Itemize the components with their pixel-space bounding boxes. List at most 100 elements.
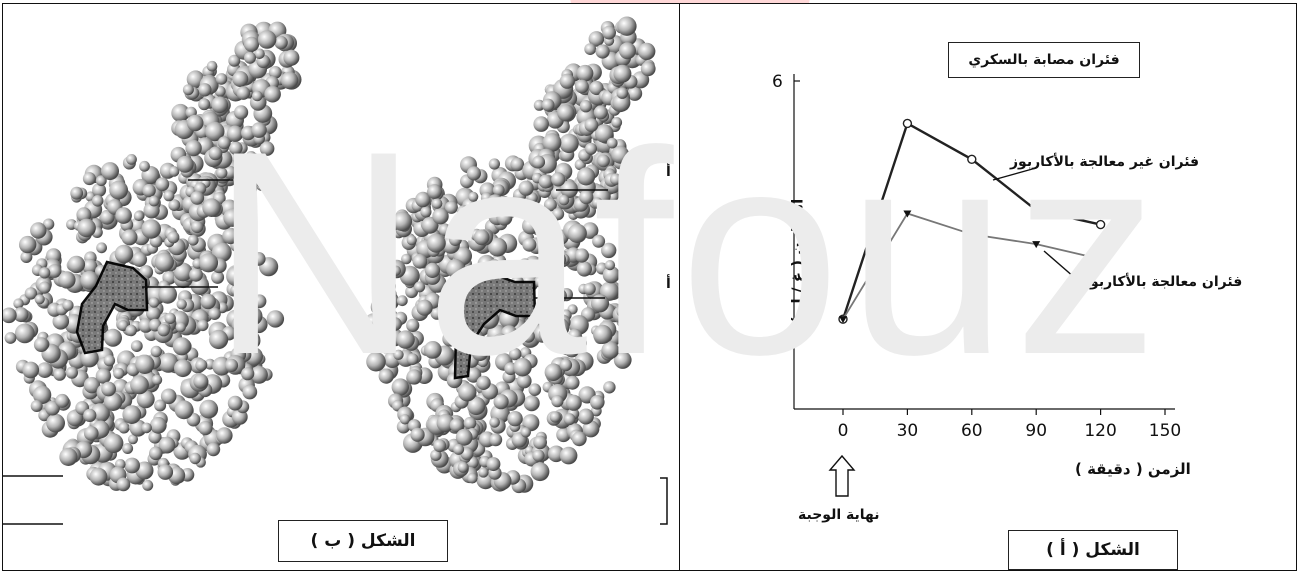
protein-bead [173, 262, 193, 282]
series-line-untreated [841, 121, 1101, 320]
protein-bead [151, 374, 163, 386]
data-point-treated [903, 210, 912, 218]
protein-bead [509, 347, 522, 361]
protein-bead [583, 282, 596, 296]
protein-bead [532, 155, 546, 169]
data-point-untreated [1031, 205, 1041, 215]
protein-bead [146, 306, 161, 321]
protein-bead [579, 100, 593, 113]
protein-bead [602, 266, 620, 284]
protein-bead [453, 443, 465, 455]
protein-bead [522, 414, 540, 432]
enzyme-molecule-right [364, 16, 656, 494]
protein-bead [487, 194, 504, 211]
protein-bead [158, 352, 179, 373]
protein-bead [142, 479, 154, 491]
protein-bead [176, 155, 194, 173]
protein-bead [611, 117, 623, 128]
y-tick-label: 2 [772, 333, 783, 353]
protein-bead [575, 79, 589, 94]
protein-bead [95, 175, 107, 187]
protein-bead [103, 433, 124, 454]
meal-end-label: نهاية الوجبة [798, 507, 880, 523]
protein-bead [592, 197, 603, 209]
protein-bead [148, 297, 160, 308]
protein-bead [197, 319, 209, 332]
protein-bead [488, 158, 500, 170]
protein-bead [34, 294, 45, 305]
protein-bead [138, 318, 153, 333]
protein-bead [391, 378, 409, 396]
protein-bead [478, 467, 489, 478]
protein-bead [526, 192, 538, 204]
protein-bead [371, 329, 387, 345]
protein-bead [198, 83, 212, 97]
protein-bead [205, 121, 225, 142]
protein-bead [516, 373, 532, 389]
protein-bead [593, 324, 613, 344]
figure-b-panel: أ أ الشكل ( ب ) [2, 3, 680, 571]
protein-bead [227, 395, 243, 411]
protein-bead [234, 330, 249, 346]
protein-bead [47, 264, 62, 278]
protein-bead [274, 35, 288, 50]
protein-bead [82, 172, 96, 186]
protein-bead [198, 421, 213, 436]
protein-bead [174, 359, 192, 378]
protein-bead [229, 141, 243, 155]
protein-bead [381, 235, 393, 247]
protein-bead [532, 449, 545, 462]
protein-bead [544, 363, 563, 382]
protein-bead [148, 430, 162, 444]
protein-bead [109, 180, 128, 200]
series-label-untreated: فئران غير معالجة بالأكاربوز [1010, 154, 1200, 170]
protein-bead [565, 375, 580, 390]
protein-bead [593, 105, 608, 120]
x-tick-label: 60 [961, 421, 983, 441]
protein-bead [222, 227, 239, 245]
protein-bead [638, 42, 656, 61]
figure-a-panel: فئران مصابة بالسكري 2 4 6 0 30 60 90 120 150 فئر… [679, 3, 1297, 571]
protein-bead [155, 177, 170, 192]
protein-bead [206, 60, 218, 72]
protein-bead [32, 385, 52, 405]
protein-bead [523, 395, 540, 412]
protein-bead [126, 154, 137, 165]
protein-bead [243, 36, 260, 52]
protein-bead [216, 167, 228, 179]
data-point-untreated [967, 154, 977, 165]
protein-bead [601, 341, 620, 359]
protein-bead [488, 259, 501, 272]
protein-bead [577, 408, 594, 425]
protein-bead [541, 98, 555, 112]
protein-bead [603, 381, 616, 394]
protein-bead [14, 323, 35, 344]
enzyme-illustration [3, 16, 668, 525]
protein-bead [135, 354, 155, 374]
protein-bead [584, 43, 597, 55]
protein-bead [446, 279, 466, 300]
protein-bead [163, 190, 175, 202]
protein-bead [235, 164, 248, 177]
protein-bead [558, 194, 570, 206]
protein-bead [232, 71, 249, 87]
protein-bead [415, 191, 431, 208]
protein-bead [190, 191, 205, 205]
protein-bead [195, 359, 208, 372]
protein-bead [42, 218, 55, 230]
protein-bead [640, 61, 656, 77]
protein-bead [589, 80, 604, 96]
protein-bead [446, 259, 465, 278]
label-a-upper: أ [666, 164, 671, 180]
protein-bead [113, 367, 125, 379]
protein-bead [579, 190, 594, 205]
protein-bead [559, 358, 573, 372]
meal-end-arrow [828, 454, 856, 497]
protein-bead [46, 413, 65, 433]
y-tick-label: 6 [772, 72, 783, 92]
protein-bead [216, 427, 233, 444]
protein-bead [476, 375, 491, 390]
protein-bead [149, 446, 163, 461]
protein-bead [142, 183, 156, 198]
protein-bead [19, 235, 37, 254]
